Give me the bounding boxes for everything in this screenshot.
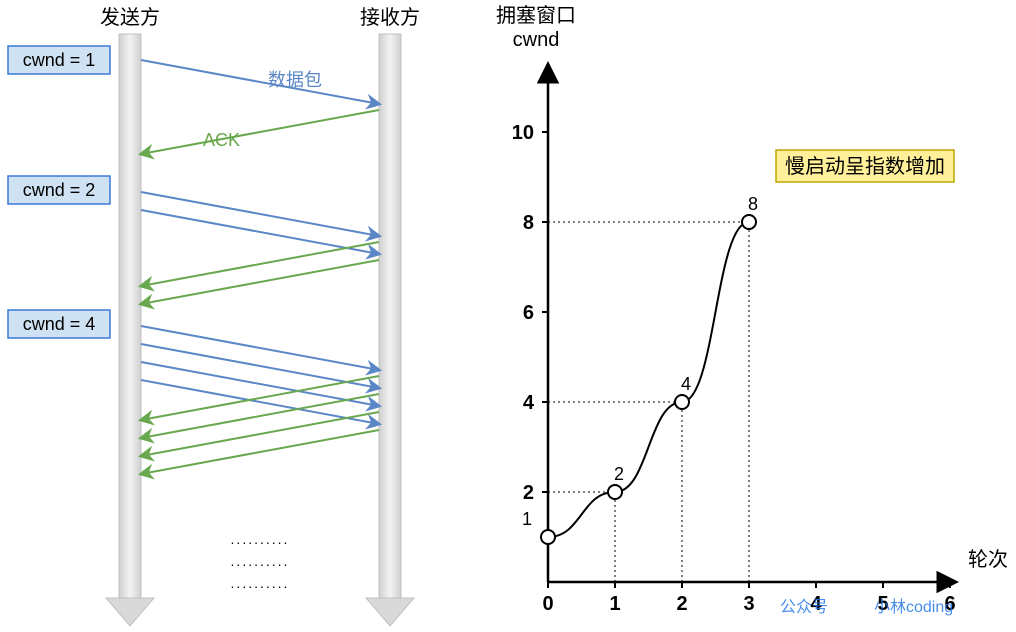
x-tick-label: 0 [542,593,553,615]
data-point [541,530,555,544]
ack-label: ACK [203,130,240,150]
packet-label: 数据包 [268,70,322,90]
ack-arrow [141,110,379,154]
watermark: 公众号 小林coding [780,598,953,616]
cwnd-chart: 拥塞窗口cwnd01234562468101248轮次慢启动呈指数增加 [496,4,1008,615]
y-tick-label: 8 [523,212,534,234]
ack-arrow [141,242,379,286]
cwnd-box-label: cwnd = 2 [23,180,96,200]
ack-arrow [141,260,379,304]
data-point-label: 4 [681,374,691,394]
data-packet-arrow [141,60,379,104]
sequence-diagram: 发送方 接收方 cwnd = 1 cwnd = 2 cwnd = 4 数据包 ACK....… [8,6,420,626]
data-point [675,395,689,409]
x-tick-label: 3 [743,593,754,615]
cwnd-curve [548,222,749,537]
data-point-label: 8 [748,194,758,214]
x-tick-label: 2 [676,593,687,615]
ack-arrow [141,394,379,438]
y-axis-title-2: cwnd [513,29,560,51]
data-packet-arrow [141,326,379,370]
ack-arrow [141,430,379,474]
lifeline-arrowhead [366,598,414,626]
x-tick-label: 1 [609,593,620,615]
data-packet-arrow [141,380,379,424]
data-point-label: 1 [522,509,532,529]
sender-label: 发送方 [100,6,160,29]
watermark-text: 公众号 [780,598,828,616]
y-tick-label: 10 [512,122,534,144]
y-axis-title-1: 拥塞窗口 [496,4,576,27]
data-packet-arrow [141,192,379,236]
data-packet-arrow [141,210,379,254]
y-tick-label: 2 [523,482,534,504]
ellipsis: .......... [231,531,290,547]
receiver-label: 接收方 [360,6,420,29]
ellipsis: .......... [231,553,290,569]
receiver-lifeline [379,34,401,598]
data-point-label: 2 [614,464,624,484]
cwnd-box-label: cwnd = 4 [23,314,96,334]
data-packet-arrow [141,344,379,388]
ack-arrow [141,412,379,456]
data-point [742,215,756,229]
ack-arrow [141,376,379,420]
lifeline-arrowhead [106,598,154,626]
watermark-text: 小林coding [874,598,953,616]
data-packet-arrow [141,362,379,406]
y-tick-label: 6 [523,302,534,324]
data-point [608,485,622,499]
cwnd-box-label: cwnd = 1 [23,50,96,70]
highlight-text: 慢启动呈指数增加 [785,155,945,178]
ellipsis: .......... [231,575,290,591]
sender-lifeline [119,34,141,598]
x-axis-label: 轮次 [968,548,1008,571]
y-tick-label: 4 [523,392,535,414]
